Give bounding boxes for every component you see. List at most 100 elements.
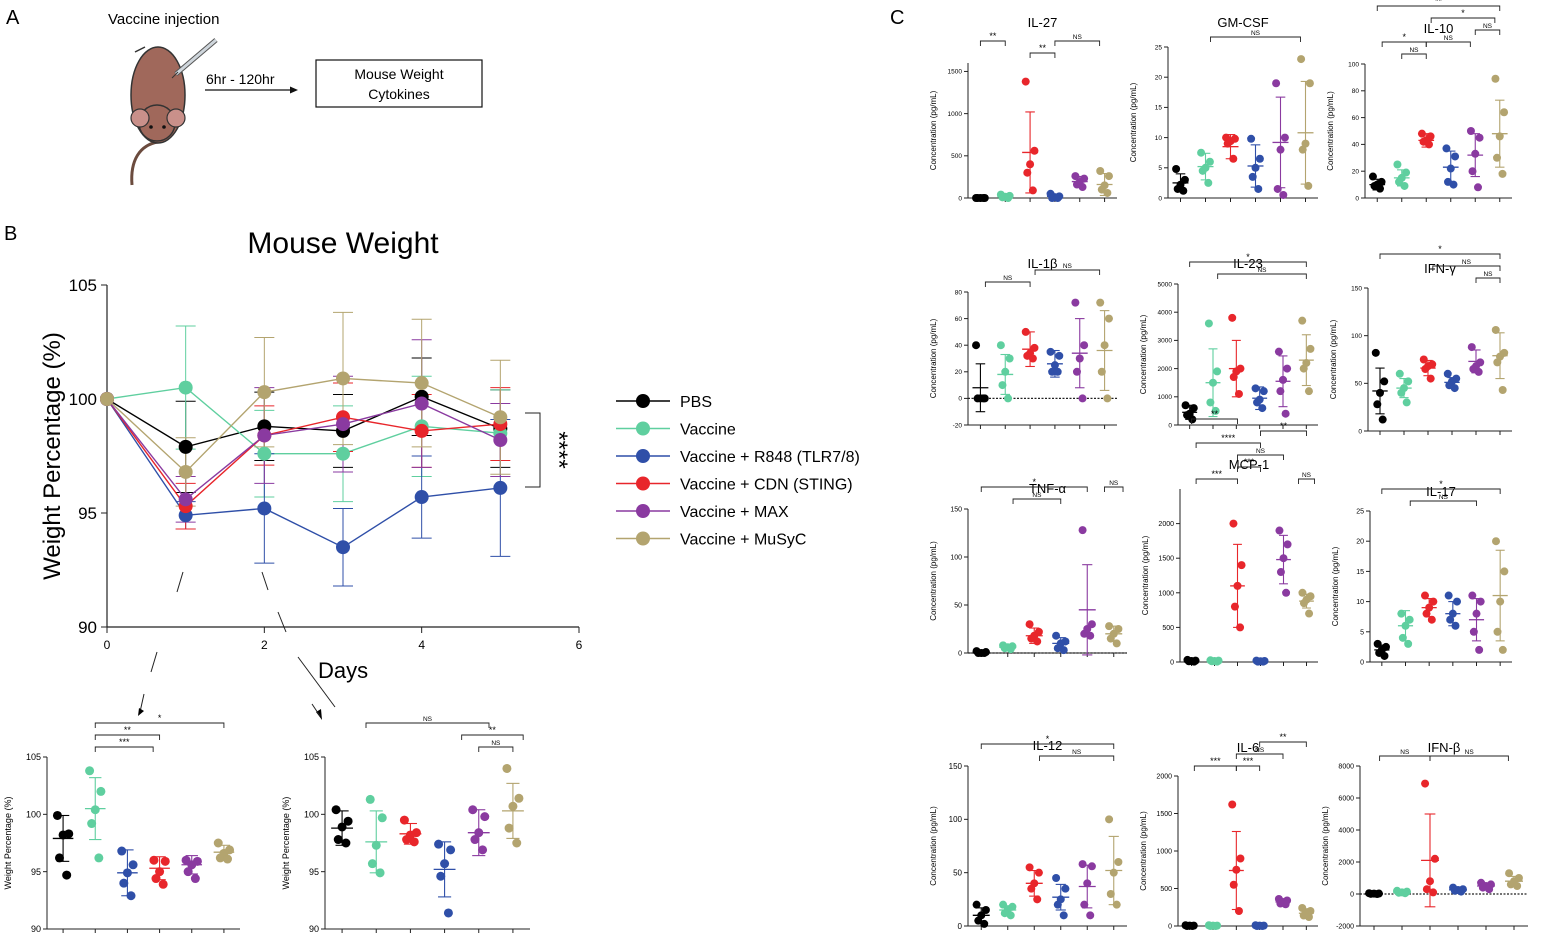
significance-label: **	[489, 725, 497, 735]
y-axis-label: Concentration (pg/mL)	[1141, 535, 1150, 615]
y-tick-label: 0	[1355, 195, 1359, 202]
chart-title: IFN-β	[1428, 740, 1461, 755]
data-point	[1213, 367, 1222, 376]
significance-bracket	[1259, 741, 1307, 747]
y-tick-label: 1000	[1158, 590, 1174, 597]
significance-bracket	[1104, 486, 1124, 492]
significance-bracket	[1237, 466, 1261, 472]
data-point	[443, 908, 453, 918]
significance-label: NS	[1256, 448, 1266, 455]
significance-label: *	[1246, 252, 1250, 262]
data-point	[1430, 854, 1439, 863]
significance-label: NS	[1255, 747, 1265, 754]
data-point	[331, 805, 341, 815]
y-tick-label: 1500	[948, 69, 963, 76]
data-point	[1298, 145, 1307, 154]
data-point	[343, 816, 353, 826]
data-point	[1496, 597, 1505, 606]
data-point	[1498, 386, 1507, 395]
dot-plot-il-1b: -20 0 20 40 60 80 Concentration (pg/mL) IL-1β NS…	[929, 256, 1117, 429]
data-point	[980, 919, 989, 928]
y-tick-label: 10	[1356, 599, 1364, 606]
data-point	[1211, 406, 1220, 415]
significance-label: NS	[1439, 494, 1449, 501]
significance-bracket	[1425, 41, 1471, 47]
dot-plot-il-6: 0 500 1000 1500 2000 Concentration (pg/mL) IL-…	[1139, 732, 1318, 930]
significance-label: **	[989, 31, 997, 41]
data-point	[972, 900, 981, 909]
data-point	[1491, 325, 1500, 334]
significance-label: ***	[119, 737, 130, 747]
significance-bracket	[1054, 40, 1101, 46]
data-point	[1280, 133, 1289, 142]
data-point	[1096, 167, 1105, 175]
data-point	[414, 490, 429, 505]
data-point	[1397, 609, 1406, 618]
y-tick-label: 60	[1352, 115, 1360, 122]
dot-plot-il-23: 0 1000 2000 3000 4000 5000 Concentration (pg/m…	[1139, 252, 1318, 429]
y-tick-label: 25	[1356, 508, 1364, 515]
dot-plot-weight_day2: 90 95 100 105 Weight Percentage (%) NS ** NS	[281, 716, 530, 934]
data-point	[1467, 343, 1476, 352]
data-point	[1380, 377, 1389, 386]
data-point	[1103, 188, 1112, 197]
data-point	[470, 835, 480, 845]
legend-marker	[636, 531, 650, 546]
data-point	[1276, 568, 1285, 577]
data-point	[1026, 160, 1035, 169]
y-tick-label: 2000	[1156, 773, 1172, 780]
data-point	[126, 891, 136, 901]
y-tick-label: 50	[1355, 381, 1363, 388]
data-point	[1254, 184, 1263, 193]
significance-bracket	[1432, 265, 1501, 271]
data-point	[1086, 631, 1095, 640]
data-point	[1096, 298, 1105, 307]
significance-label: **	[1435, 0, 1443, 6]
data-point	[1236, 623, 1245, 632]
significance-label: *	[158, 713, 162, 723]
data-point	[1104, 172, 1113, 181]
y-tick-label: 80	[1352, 88, 1360, 95]
chart-title: IFN-γ	[1424, 261, 1456, 276]
data-point	[480, 812, 490, 822]
significance-bracket	[1193, 765, 1237, 771]
y-tick-label: 10	[1155, 135, 1163, 142]
significance-label: NS	[491, 740, 501, 747]
y-tick-label: 0	[958, 396, 962, 403]
data-point	[514, 793, 524, 803]
significance-label: NS	[1063, 263, 1073, 270]
data-point	[367, 859, 377, 869]
significance-bracket	[1012, 498, 1062, 504]
significance-bracket	[1195, 442, 1261, 448]
significance-bracket	[1409, 500, 1477, 506]
data-point	[1213, 657, 1222, 666]
data-point	[87, 819, 97, 829]
data-point	[409, 837, 419, 847]
significance-bracket	[1235, 765, 1261, 771]
data-point	[96, 786, 106, 796]
data-point	[1304, 387, 1313, 396]
significance-label: *	[1032, 477, 1036, 487]
data-point	[1426, 877, 1434, 886]
y-tick-label: 5000	[1158, 281, 1173, 288]
y-tick-label: 4000	[1158, 309, 1173, 316]
data-point	[478, 845, 488, 855]
y-tick-label: 100	[1348, 61, 1359, 68]
significance-bracket	[1260, 430, 1307, 436]
data-point	[1259, 387, 1268, 396]
data-point	[1505, 869, 1514, 878]
data-point	[1075, 354, 1084, 363]
y-tick-label: 40	[955, 342, 963, 349]
data-point	[1072, 367, 1081, 376]
data-point	[974, 916, 983, 925]
significance-label: NS	[1109, 480, 1119, 487]
significance-label: NS	[1483, 271, 1493, 278]
data-point	[1472, 609, 1481, 618]
data-point	[1380, 651, 1389, 660]
significance-bracket	[94, 722, 225, 728]
data-point	[1473, 183, 1482, 192]
data-point	[1466, 127, 1475, 135]
data-point	[1283, 364, 1292, 373]
x-axis-label: Days	[318, 658, 368, 683]
